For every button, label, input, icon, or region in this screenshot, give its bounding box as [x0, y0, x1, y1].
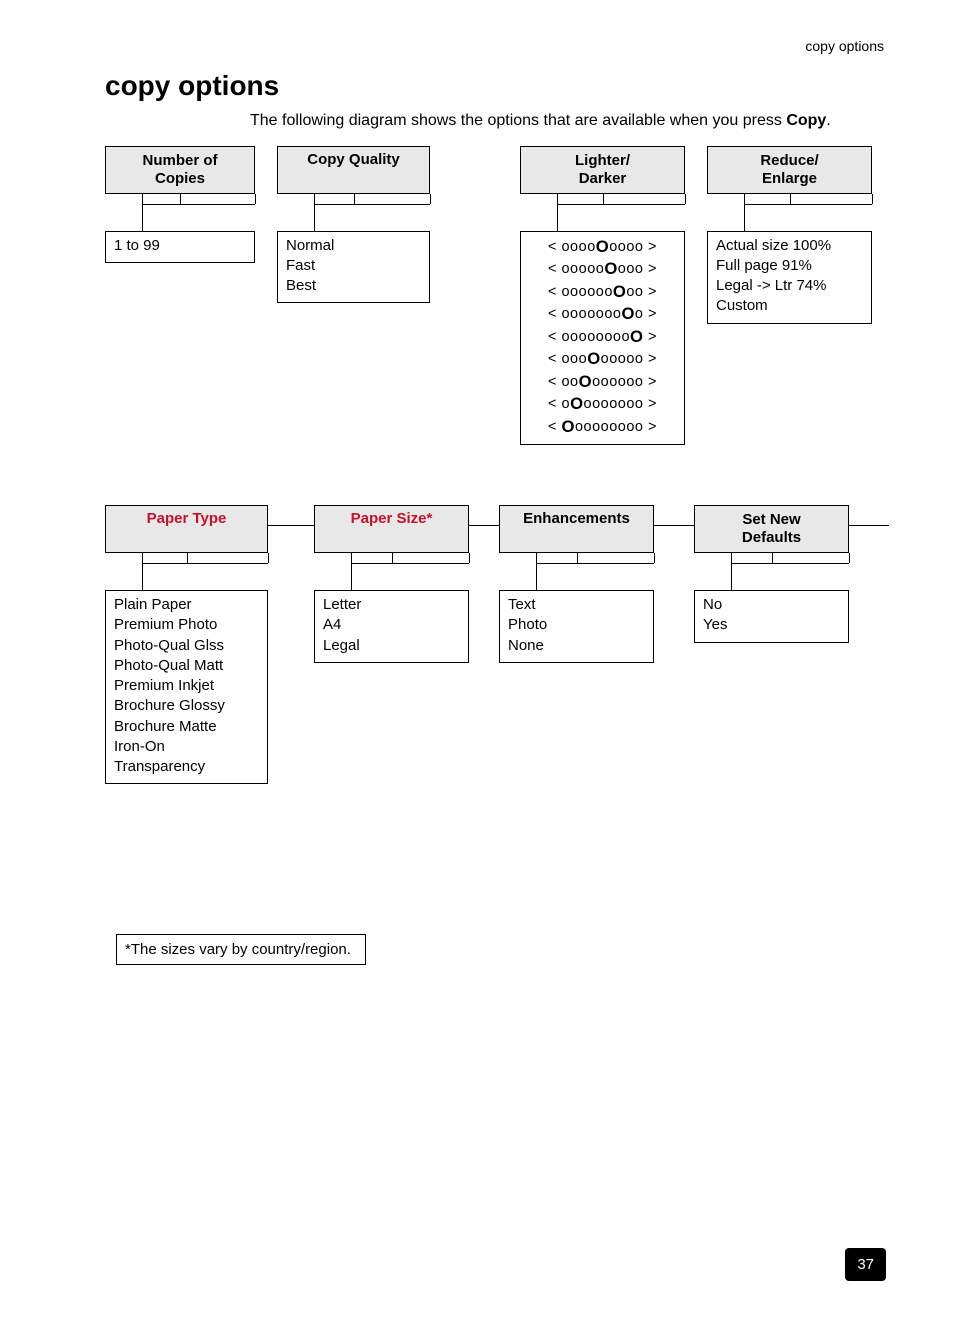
list-item: < ooooooooO > [529, 326, 676, 349]
list-item: Yes [703, 615, 840, 635]
list-item: < oooooOooo > [529, 258, 676, 281]
list-item: No [703, 595, 840, 615]
h-connector [469, 505, 499, 526]
list-item: < ooooooOoo > [529, 281, 676, 304]
list-item: Fast [286, 256, 421, 276]
header-line: Copies [110, 170, 250, 188]
connector [105, 194, 255, 231]
option-paper-size: Paper Size* Letter A4 Legal [314, 505, 469, 663]
option-list-reduce-enlarge: Actual size 100% Full page 91% Legal -> … [707, 231, 872, 324]
list-item: Brochure Glossy [114, 696, 259, 716]
option-list-number-of-copies: 1 to 99 [105, 231, 255, 263]
option-header-lighter-darker: Lighter/ Darker [520, 146, 685, 194]
header-line: Enlarge [712, 170, 867, 188]
option-header-reduce-enlarge: Reduce/ Enlarge [707, 146, 872, 194]
header-line: Paper Size* [319, 510, 464, 528]
list-item: Photo-Qual Glss [114, 636, 259, 656]
header-line: Defaults [699, 529, 844, 547]
list-item: Premium Inkjet [114, 676, 259, 696]
header-line: Number of [110, 152, 250, 170]
option-list-enhancements: Text Photo None [499, 590, 654, 663]
option-header-set-new-defaults: Set New Defaults [694, 505, 849, 553]
list-item: < ooOoooooo > [529, 371, 676, 394]
connector [520, 194, 685, 231]
list-item: Actual size 100% [716, 236, 863, 256]
footnote: *The sizes vary by country/region. [116, 934, 366, 965]
list-item: Normal [286, 236, 421, 256]
list-item: Premium Photo [114, 615, 259, 635]
list-item: A4 [323, 615, 460, 635]
option-list-copy-quality: Normal Fast Best [277, 231, 430, 304]
option-lighter-darker: Lighter/ Darker < ooooOoooo > < oooooOoo… [520, 146, 685, 446]
list-item: Plain Paper [114, 595, 259, 615]
list-item: Text [508, 595, 645, 615]
intro-end: . [826, 112, 830, 129]
diagram-row-2: Paper Type Plain Paper Premium Photo Pho… [105, 505, 904, 784]
connector [314, 553, 469, 590]
option-list-paper-type: Plain Paper Premium Photo Photo-Qual Gls… [105, 590, 268, 784]
header-line: Set New [699, 511, 844, 529]
option-list-set-new-defaults: No Yes [694, 590, 849, 643]
header-line: Copy Quality [282, 151, 425, 169]
option-paper-type: Paper Type Plain Paper Premium Photo Pho… [105, 505, 268, 784]
option-header-copy-quality: Copy Quality [277, 146, 430, 194]
option-reduce-enlarge: Reduce/ Enlarge Actual size 100% Full pa… [707, 146, 872, 324]
list-item: Full page 91% [716, 256, 863, 276]
page: copy options copy options The following … [0, 0, 954, 1321]
page-title: copy options [105, 70, 904, 102]
list-item: < oooOooooo > [529, 348, 676, 371]
list-item: 1 to 99 [114, 236, 246, 256]
list-item: Brochure Matte [114, 717, 259, 737]
connector [707, 194, 872, 231]
intro-prefix: The following diagram shows the options … [250, 112, 786, 129]
connector [277, 194, 430, 231]
header-breadcrumb: copy options [805, 38, 884, 54]
header-line: Lighter/ [525, 152, 680, 170]
option-header-number-of-copies: Number of Copies [105, 146, 255, 194]
list-item: Legal -> Ltr 74% [716, 276, 863, 296]
option-header-paper-type: Paper Type [105, 505, 268, 553]
option-copy-quality: Copy Quality Normal Fast Best [277, 146, 430, 304]
list-item: Letter [323, 595, 460, 615]
option-header-enhancements: Enhancements [499, 505, 654, 553]
option-set-new-defaults: Set New Defaults No Yes [694, 505, 849, 643]
option-header-paper-size: Paper Size* [314, 505, 469, 553]
option-enhancements: Enhancements Text Photo None [499, 505, 654, 663]
list-item: < Ooooooooo > [529, 416, 676, 439]
header-line: Reduce/ [712, 152, 867, 170]
intro-text: The following diagram shows the options … [250, 110, 834, 132]
connector [499, 553, 654, 590]
list-item: None [508, 636, 645, 656]
option-list-paper-size: Letter A4 Legal [314, 590, 469, 663]
header-line: Enhancements [504, 510, 649, 528]
header-line: Darker [525, 170, 680, 188]
option-list-lighter-darker: < ooooOoooo > < oooooOooo > < ooooooOoo … [520, 231, 685, 446]
h-connector [654, 505, 694, 526]
page-number: 37 [845, 1248, 886, 1281]
header-line: Paper Type [110, 510, 263, 528]
option-number-of-copies: Number of Copies 1 to 99 [105, 146, 255, 263]
list-item: < ooooOoooo > [529, 236, 676, 259]
list-item: < oOooooooo > [529, 393, 676, 416]
list-item: Photo [508, 615, 645, 635]
connector [105, 553, 268, 590]
list-item: < oooooooOo > [529, 303, 676, 326]
list-item: Photo-Qual Matt [114, 656, 259, 676]
list-item: Legal [323, 636, 460, 656]
diagram-row-1: Number of Copies 1 to 99 Copy Quality [105, 146, 904, 446]
list-item: Custom [716, 296, 863, 316]
list-item: Best [286, 276, 421, 296]
list-item: Iron-On [114, 737, 259, 757]
list-item: Transparency [114, 757, 259, 777]
intro-bold: Copy [786, 112, 826, 129]
h-connector-trail [849, 505, 889, 526]
h-connector [268, 505, 314, 526]
connector [694, 553, 849, 590]
